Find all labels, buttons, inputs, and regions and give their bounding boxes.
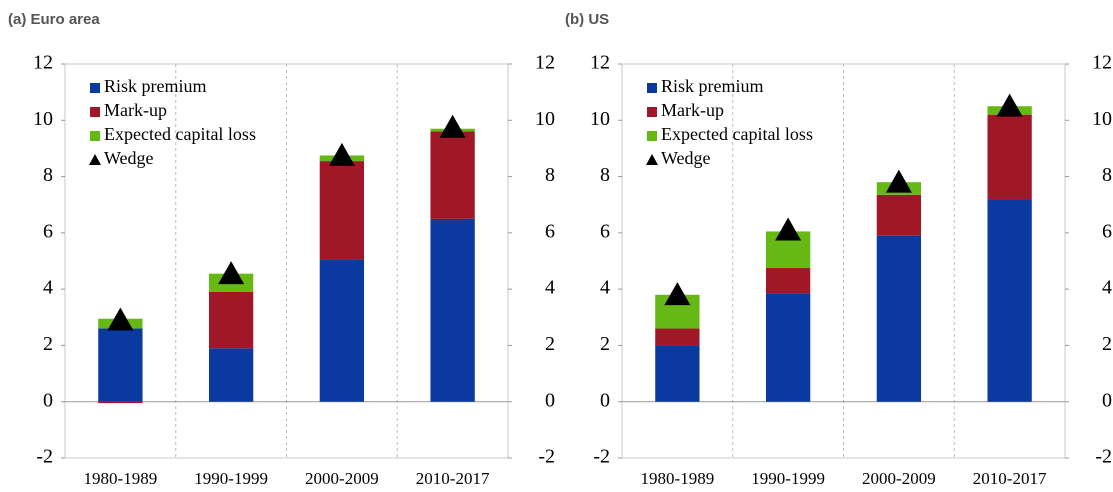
- legend-label: Mark-up: [104, 100, 167, 120]
- y-tick-label: 0: [600, 389, 610, 411]
- bar-segment: [987, 199, 1032, 402]
- y-tick-label: 4: [600, 277, 610, 299]
- wedge-marker: [328, 142, 355, 166]
- y2-tick-label: 8: [545, 164, 555, 186]
- wedge-marker: [107, 307, 134, 331]
- bar-segment: [430, 131, 475, 219]
- y2-tick-label: 2: [1102, 333, 1112, 355]
- bar-segment: [319, 161, 365, 260]
- y-tick-label: -2: [593, 446, 610, 468]
- x-tick-label: 2000-2009: [305, 469, 379, 488]
- y-tick-label: 4: [43, 277, 53, 299]
- y-tick-label: 8: [43, 164, 53, 186]
- bar-segment: [208, 291, 254, 349]
- panel-title: (b) US: [565, 11, 609, 28]
- wedge-marker: [885, 169, 912, 193]
- legend-swatch: [647, 107, 657, 117]
- y2-tick-label: 6: [545, 220, 555, 242]
- wedge-marker: [439, 114, 466, 138]
- bar-segment: [987, 114, 1032, 200]
- legend-swatch: [90, 83, 100, 93]
- y2-tick-label: 0: [545, 389, 555, 411]
- y-tick-label: 12: [590, 52, 610, 74]
- wedge-marker: [996, 93, 1023, 117]
- y2-tick-label: 6: [1102, 220, 1112, 242]
- y2-tick-label: 4: [545, 277, 555, 299]
- y-tick-label: 10: [33, 108, 53, 130]
- x-tick-label: 1980-1989: [641, 469, 715, 488]
- legend-swatch: [89, 154, 101, 165]
- y2-tick-label: 12: [535, 52, 555, 74]
- y-tick-label: 2: [43, 333, 53, 355]
- y2-tick-label: 0: [1102, 389, 1112, 411]
- bar-segment: [765, 268, 811, 294]
- legend-label: Risk premium: [104, 76, 207, 96]
- legend-label: Expected capital loss: [104, 124, 256, 144]
- bar-segment: [319, 259, 365, 402]
- x-tick-label: 1990-1999: [751, 469, 825, 488]
- y2-tick-label: 4: [1102, 277, 1112, 299]
- y-tick-label: 2: [600, 333, 610, 355]
- bar-segment: [876, 194, 922, 236]
- y2-tick-label: 8: [1102, 164, 1112, 186]
- panel-title: (a) Euro area: [8, 11, 100, 28]
- wedge-marker: [664, 282, 691, 306]
- bar-segment: [98, 328, 143, 402]
- y2-tick-label: 2: [545, 333, 555, 355]
- x-tick-label: 1990-1999: [194, 469, 268, 488]
- legend-label: Wedge: [661, 148, 711, 168]
- bar-segment: [655, 345, 700, 402]
- y-tick-label: 6: [600, 220, 610, 242]
- legend-swatch: [90, 131, 100, 141]
- y-tick-label: 6: [43, 220, 53, 242]
- y2-tick-label: 10: [1092, 108, 1112, 130]
- y-tick-label: 8: [600, 164, 610, 186]
- bar-segment: [876, 235, 922, 402]
- bar-segment: [208, 348, 254, 402]
- legend-swatch: [646, 154, 658, 165]
- bar-segment: [765, 293, 811, 402]
- y-tick-label: 10: [590, 108, 610, 130]
- legend-swatch: [647, 83, 657, 93]
- y2-tick-label: 10: [535, 108, 555, 130]
- y-tick-label: -2: [36, 446, 53, 468]
- bar-segment: [430, 218, 475, 402]
- legend-label: Mark-up: [661, 100, 724, 120]
- x-tick-label: 2010-2017: [973, 469, 1047, 488]
- bar-segment: [655, 328, 700, 346]
- y2-tick-label: 12: [1092, 52, 1112, 74]
- y-tick-label: 12: [33, 52, 53, 74]
- wedge-marker: [218, 261, 245, 285]
- x-tick-label: 2010-2017: [416, 469, 490, 488]
- bar-segment: [98, 401, 143, 404]
- wedge-marker: [775, 217, 802, 241]
- legend-label: Wedge: [104, 148, 154, 168]
- x-tick-label: 2000-2009: [862, 469, 936, 488]
- legend-swatch: [90, 107, 100, 117]
- y-tick-label: 0: [43, 389, 53, 411]
- legend-label: Risk premium: [661, 76, 764, 96]
- y2-tick-label: -2: [1095, 446, 1112, 468]
- x-tick-label: 1980-1989: [84, 469, 158, 488]
- legend-swatch: [647, 131, 657, 141]
- y2-tick-label: -2: [538, 446, 555, 468]
- legend-label: Expected capital loss: [661, 124, 813, 144]
